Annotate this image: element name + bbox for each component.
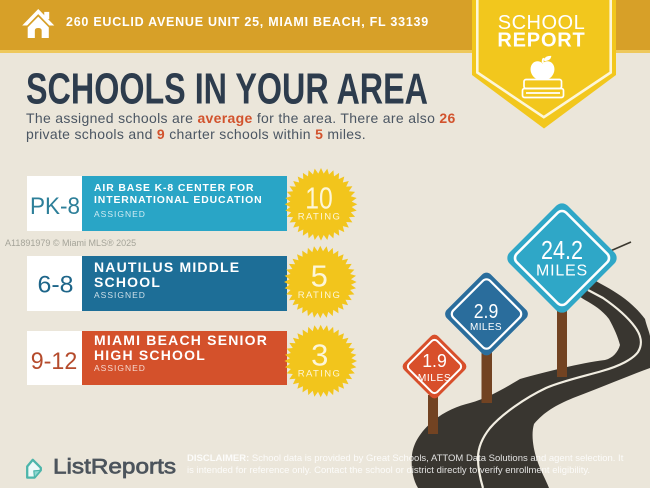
svg-text:SCHOOL: SCHOOL [498,12,585,34]
svg-text:1.9: 1.9 [422,351,447,371]
svg-text:RATING: RATING [298,369,342,380]
svg-text:RATING: RATING [298,290,342,301]
svg-text:10: 10 [305,181,333,216]
svg-text:5: 5 [311,258,328,293]
svg-text:24.2: 24.2 [541,235,583,265]
svg-text:2.9: 2.9 [474,301,499,323]
svg-text:MILES: MILES [536,263,588,280]
svg-text:SCHOOLS IN YOUR AREA: SCHOOLS IN YOUR AREA [26,66,428,111]
svg-text:RATING: RATING [298,211,342,222]
svg-text:3: 3 [311,337,328,372]
svg-text:ListReports: ListReports [53,456,176,479]
svg-text:REPORT: REPORT [497,30,585,52]
svg-text:MILES: MILES [470,322,502,333]
svg-text:MILES: MILES [418,373,451,384]
